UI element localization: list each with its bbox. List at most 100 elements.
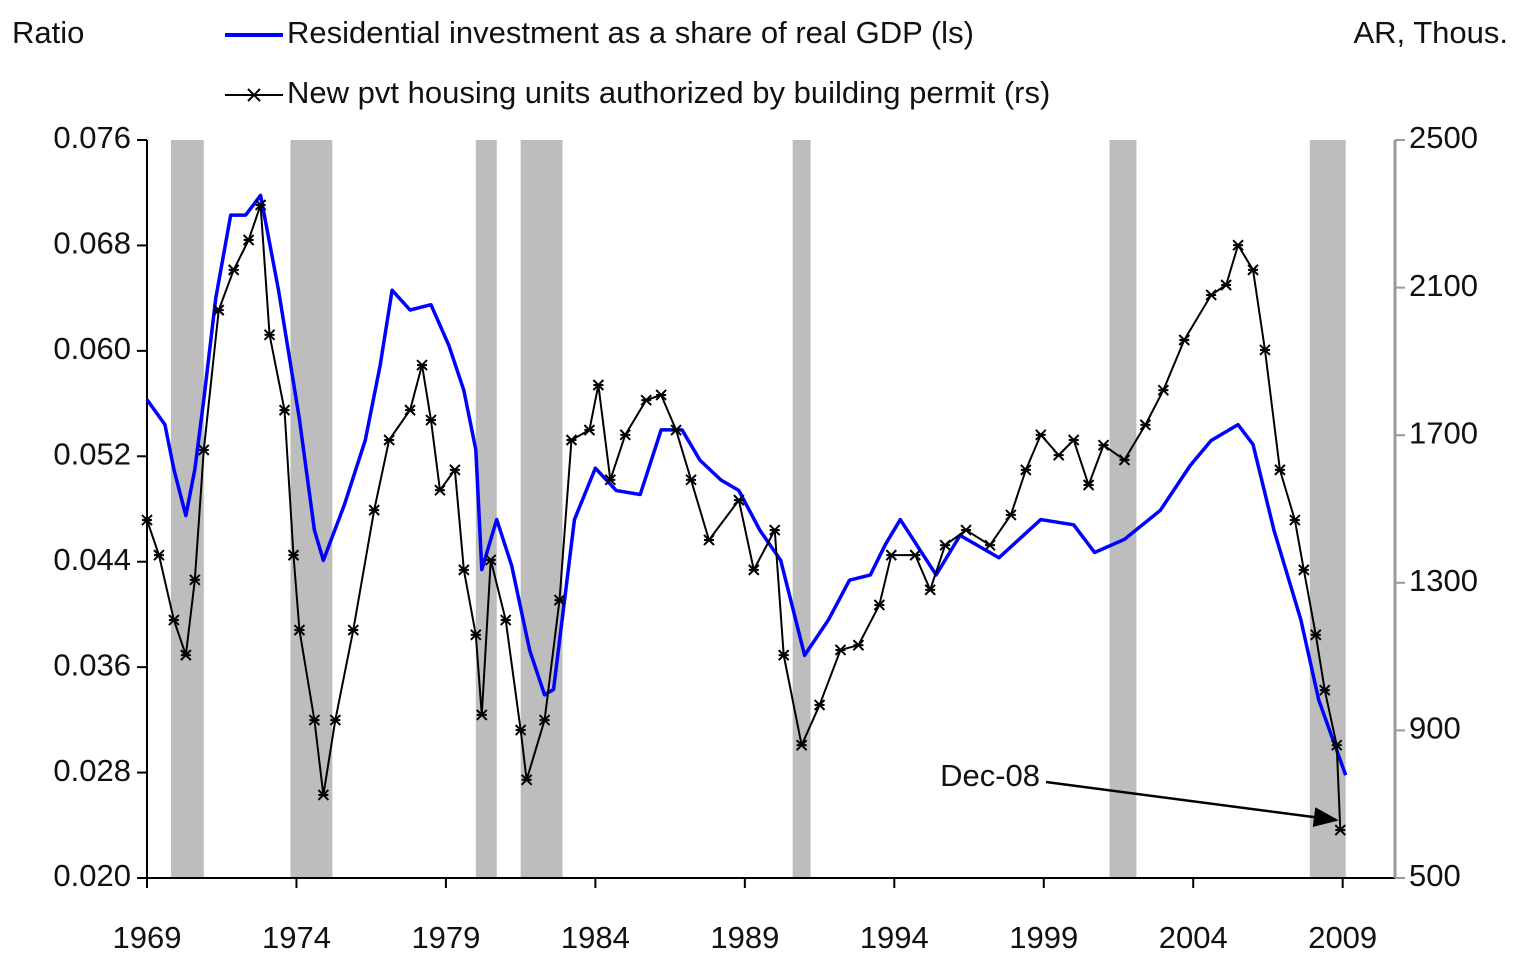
point-marker <box>1205 289 1217 301</box>
y2-tick-label: 2500 <box>1409 120 1478 155</box>
point-marker <box>1289 514 1301 526</box>
point-marker <box>317 789 330 801</box>
point-marker <box>1274 464 1286 476</box>
point-marker <box>141 514 153 526</box>
point-marker <box>1139 419 1152 431</box>
y2-tick-label: 900 <box>1409 711 1461 746</box>
point-marker <box>565 434 578 446</box>
point-marker <box>1005 509 1017 521</box>
point-marker <box>293 624 306 636</box>
recession-band <box>1309 140 1346 878</box>
point-marker <box>1157 384 1170 396</box>
point-marker <box>909 549 921 561</box>
point-marker <box>640 394 652 406</box>
y-tick-label: 0.044 <box>53 542 131 577</box>
y2-tick-label: 1300 <box>1409 563 1478 598</box>
x-tick-label: 2009 <box>1308 920 1377 951</box>
y-tick-label: 0.068 <box>53 226 131 261</box>
point-marker <box>748 564 760 576</box>
y-tick-label: 0.052 <box>53 436 131 471</box>
x-tick-label: 1969 <box>113 920 182 951</box>
point-marker <box>553 594 566 606</box>
x-tick-label: 1994 <box>860 920 929 951</box>
point-marker <box>960 524 972 536</box>
y-tick-label: 0.076 <box>53 120 131 155</box>
y-tick-label: 0.060 <box>53 331 131 366</box>
legend-label: New pvt housing units authorized by buil… <box>287 75 1050 110</box>
point-marker <box>619 429 631 441</box>
series-line <box>146 203 1342 831</box>
point-marker <box>1232 239 1244 251</box>
point-marker <box>939 539 951 551</box>
point-marker <box>189 574 201 586</box>
point-marker <box>180 649 192 661</box>
point-marker <box>1310 629 1322 641</box>
y2-tick-label: 1700 <box>1409 415 1478 450</box>
point-marker <box>1298 564 1310 576</box>
point-marker <box>733 494 745 506</box>
legend-label: Residential investment as a share of rea… <box>287 15 974 50</box>
point-marker <box>153 549 165 561</box>
point-marker <box>834 644 847 656</box>
point-marker <box>670 424 682 436</box>
x-tick-label: 1984 <box>561 920 630 951</box>
point-marker <box>347 624 359 636</box>
point-marker <box>499 614 512 626</box>
point-marker <box>198 444 210 456</box>
point-marker <box>885 549 898 561</box>
annotation-arrow <box>1045 780 1339 828</box>
point-marker <box>242 234 255 246</box>
point-marker <box>514 724 527 736</box>
point-marker <box>213 304 225 316</box>
point-marker <box>425 414 437 426</box>
point-marker <box>449 464 461 476</box>
recession-band <box>1109 140 1137 878</box>
point-marker <box>873 599 886 611</box>
point-marker <box>1220 279 1232 291</box>
x-tick-label: 2004 <box>1159 920 1228 951</box>
point-marker <box>924 584 936 596</box>
point-marker <box>1082 479 1095 491</box>
point-marker <box>329 714 342 726</box>
point-marker <box>1118 454 1131 466</box>
y-tick-label: 0.020 <box>53 858 131 893</box>
point-marker <box>1259 344 1271 356</box>
point-marker <box>984 539 996 551</box>
point-marker <box>1020 464 1032 476</box>
x-tick-label: 1989 <box>710 920 779 951</box>
y2-axis-label: AR, Thous. <box>1353 15 1508 50</box>
point-marker <box>685 474 697 486</box>
point-marker <box>278 404 291 416</box>
x-tick-label: 1979 <box>411 920 480 951</box>
x-tick-label: 1999 <box>1009 920 1078 951</box>
point-marker <box>254 199 267 211</box>
point-marker <box>168 614 180 626</box>
point-marker <box>1097 439 1110 451</box>
point-marker <box>485 554 497 566</box>
point-marker <box>1053 449 1065 461</box>
point-marker <box>308 714 321 726</box>
x-tick-label: 1974 <box>262 920 331 951</box>
point-marker <box>1067 434 1080 446</box>
point-marker <box>604 474 617 486</box>
point-marker <box>538 714 551 726</box>
y-tick-label: 0.028 <box>53 753 131 788</box>
y-tick-label: 0.036 <box>53 647 131 682</box>
point-marker <box>416 359 428 371</box>
point-marker <box>1247 264 1259 276</box>
point-marker <box>476 709 488 721</box>
point-marker <box>769 524 781 536</box>
point-marker <box>655 389 667 401</box>
point-marker <box>592 379 605 391</box>
y2-tick-label: 500 <box>1409 858 1461 893</box>
point-marker <box>434 484 446 496</box>
y2-tick-label: 2100 <box>1409 268 1478 303</box>
point-marker <box>520 774 533 786</box>
annotation: Dec-08 <box>940 758 1040 793</box>
point-marker <box>795 739 808 751</box>
point-marker <box>703 534 715 546</box>
point-marker <box>470 629 482 641</box>
point-marker <box>227 264 240 276</box>
